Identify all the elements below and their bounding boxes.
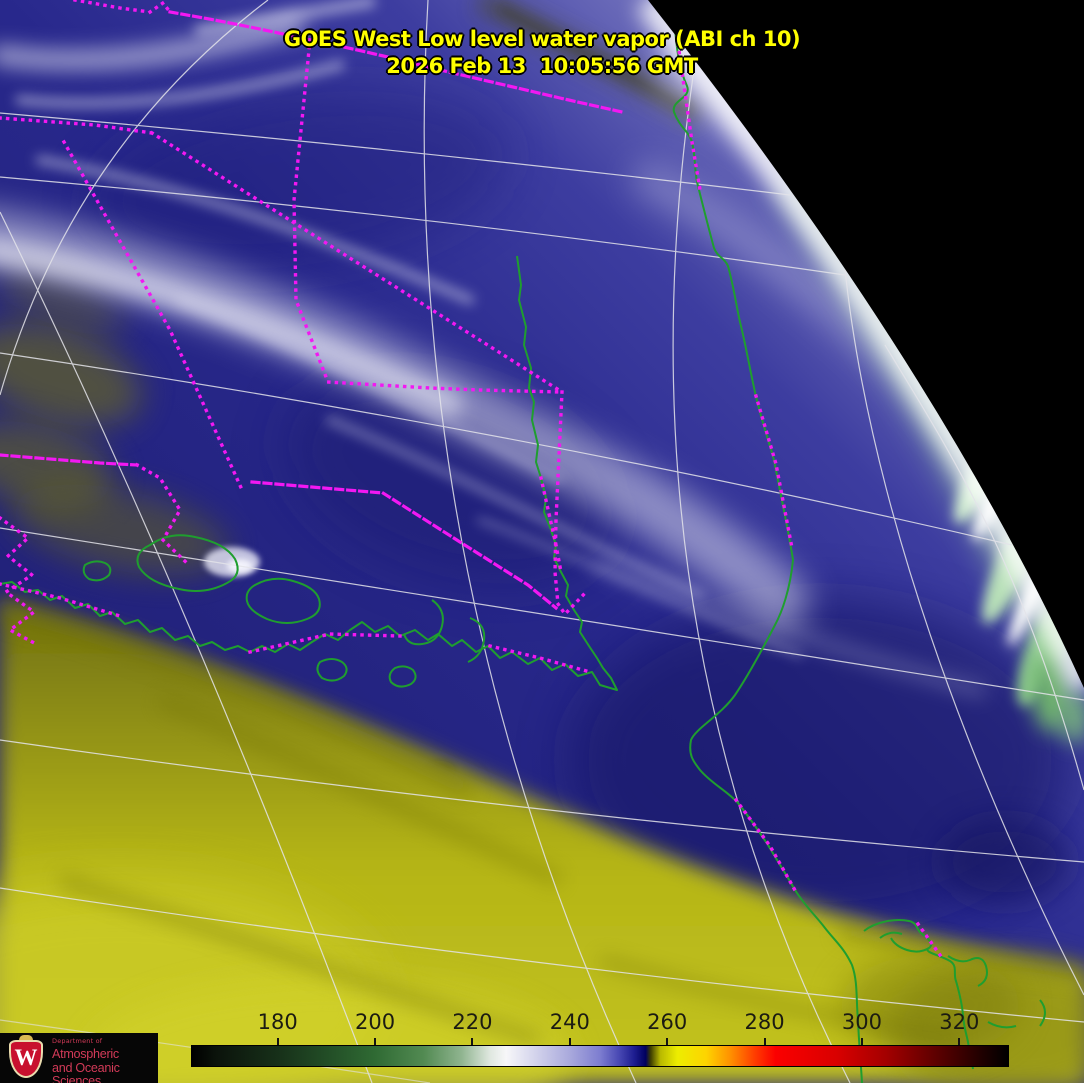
coastline-hook bbox=[863, 919, 974, 1070]
earth-limb-space bbox=[648, 0, 1084, 688]
colorbar-tick-label: 180 bbox=[257, 1010, 298, 1034]
temperature-colorbar: 180 200 220 240 260 280 300 320 bbox=[191, 1010, 1009, 1067]
colorbar-tick-label: 300 bbox=[841, 1010, 882, 1034]
colorbar-tick bbox=[860, 1038, 863, 1045]
coastline-fragment bbox=[879, 931, 903, 939]
boundary-lines bbox=[0, 0, 943, 958]
coastline-archipelago bbox=[245, 577, 321, 624]
colorbar-tick bbox=[568, 1038, 571, 1045]
crest-shield: W bbox=[9, 1040, 43, 1078]
colorbar-tick bbox=[374, 1038, 377, 1045]
university-crest-icon: W bbox=[6, 1035, 46, 1080]
coastline-fragment bbox=[1039, 999, 1046, 1027]
department-logo: W Department of Atmospheric and Oceanic … bbox=[0, 1033, 158, 1083]
crest-ornament bbox=[19, 1035, 33, 1041]
colorbar-tick-label: 200 bbox=[355, 1010, 396, 1034]
logo-name-line2: and Oceanic Sciences bbox=[52, 1059, 120, 1083]
colorbar-tick bbox=[666, 1038, 669, 1045]
coastline-island bbox=[82, 560, 112, 582]
colorbar-tick bbox=[276, 1038, 279, 1045]
coastline-hook bbox=[890, 937, 930, 953]
coastline-archipelago bbox=[467, 617, 486, 663]
colorbar-tick-label: 220 bbox=[452, 1010, 493, 1034]
colorbar-tick bbox=[763, 1038, 766, 1045]
coastline-island bbox=[388, 665, 417, 688]
logo-text: Department of Atmospheric and Oceanic Sc… bbox=[52, 1038, 158, 1083]
colorbar-tick-label: 260 bbox=[647, 1010, 688, 1034]
colorbar-tick-label: 320 bbox=[939, 1010, 980, 1034]
crest-letter: W bbox=[14, 1045, 38, 1070]
colorbar-tick-label: 240 bbox=[549, 1010, 590, 1034]
coastline-archipelago bbox=[136, 534, 239, 592]
logo-name-line1: Atmospheric bbox=[52, 1045, 119, 1061]
coastline-west bbox=[0, 255, 618, 691]
coastline-archipelago bbox=[403, 599, 444, 646]
colorbar-tick bbox=[958, 1038, 961, 1045]
colorbar-tick bbox=[471, 1038, 474, 1045]
coastline-fragment bbox=[947, 955, 988, 987]
coastline-fragment bbox=[987, 1021, 1017, 1029]
coastline-island bbox=[316, 658, 348, 682]
logo-dept-line: Department of bbox=[52, 1037, 103, 1045]
colorbar-tick-label: 280 bbox=[744, 1010, 785, 1034]
